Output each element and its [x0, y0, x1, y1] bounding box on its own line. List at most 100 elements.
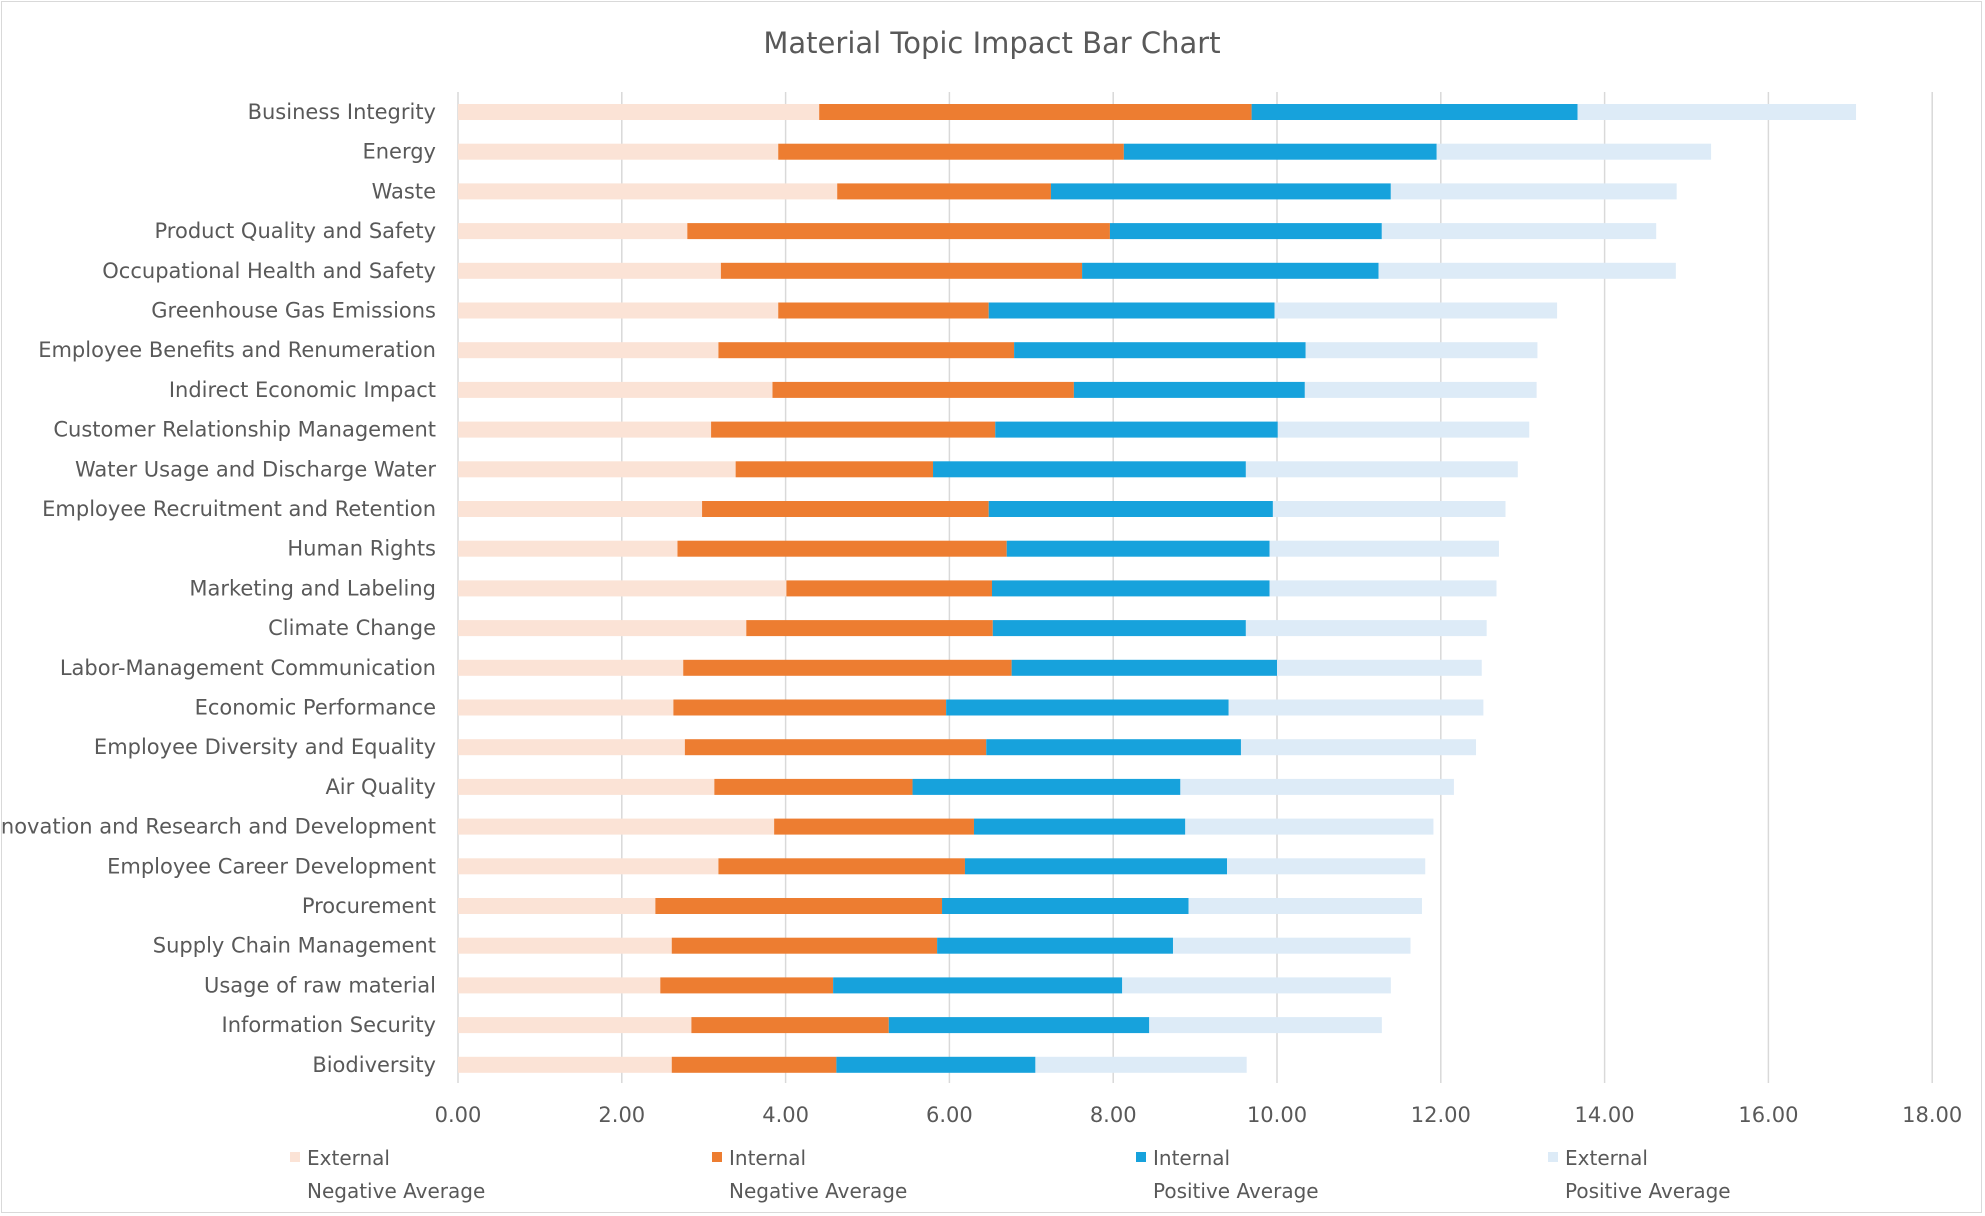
bar-segment — [673, 699, 947, 716]
legend-label: External — [1565, 1146, 1648, 1170]
bar-segment — [458, 501, 703, 517]
category-label: Usage of raw material — [204, 973, 436, 997]
bar-segment — [655, 898, 943, 914]
category-label: Marketing and Labeling — [189, 576, 436, 600]
bar-segment — [458, 461, 736, 478]
bar-segment — [833, 977, 1123, 994]
bar-segment — [992, 620, 1246, 637]
bar-segment — [458, 659, 684, 676]
category-label: Employee Recruitment and Retention — [42, 497, 436, 521]
legend-label: External — [307, 1146, 390, 1170]
bar-segment — [458, 262, 721, 279]
bar-segment — [837, 183, 1051, 200]
x-tick-label: 18.00 — [1902, 1103, 1962, 1127]
bar-segment — [458, 143, 779, 160]
category-label: Supply Chain Management — [153, 934, 436, 958]
legend-swatch — [1136, 1152, 1146, 1162]
bar-segment — [964, 858, 1228, 875]
bar-segment — [1123, 143, 1437, 160]
category-label: Indirect Economic Impact — [169, 378, 436, 402]
bar-segment — [718, 342, 1015, 359]
category-label: Product Quality and Safety — [155, 219, 436, 243]
bar-segment — [1240, 739, 1477, 756]
bar-segment — [1245, 620, 1487, 637]
bar-segment — [786, 580, 992, 597]
bar-segment — [1577, 104, 1857, 120]
category-labels: Business Integrity Energy Waste Product Qua… — [0, 100, 436, 1077]
category-label: Energy — [362, 140, 436, 164]
category-label: Human Rights — [287, 537, 436, 561]
bar-segment — [819, 104, 1252, 120]
bar-segment — [1277, 421, 1530, 438]
bar-segment — [691, 1017, 889, 1034]
x-tick-label: 0.00 — [435, 1103, 482, 1127]
legend-swatch — [1548, 1152, 1558, 1162]
bar-segment — [458, 540, 678, 557]
legend-swatch — [712, 1152, 722, 1162]
bar-segment — [660, 977, 834, 994]
bar-segment — [677, 540, 1007, 557]
category-label: Employee Diversity and Equality — [94, 735, 436, 759]
bar-segment — [458, 858, 719, 875]
bar-segment — [458, 223, 688, 240]
bar-segment — [711, 421, 996, 438]
category-label: Business Integrity — [248, 100, 436, 124]
category-label: Waste — [372, 179, 436, 203]
bar-segment — [778, 302, 989, 319]
bar-segment — [1274, 302, 1558, 319]
category-label: Climate Change — [268, 616, 436, 640]
bar-segment — [458, 580, 787, 597]
bar-segment — [1122, 977, 1391, 994]
bar-segment — [458, 898, 656, 914]
bar-segment — [1185, 818, 1434, 835]
x-tick-label: 14.00 — [1575, 1103, 1635, 1127]
x-axis-ticks: 0.00 2.00 4.00 6.00 8.00 10.00 12.00 14.00 16.00… — [435, 1103, 1963, 1127]
category-label: Employee Benefits and Renumeration — [38, 338, 436, 362]
bar-segment — [746, 620, 993, 637]
bar-segment — [1011, 659, 1277, 676]
bar-segment — [1390, 183, 1677, 200]
category-label: Employee Career Development — [107, 854, 436, 878]
bar-segment — [458, 1056, 672, 1073]
category-label: Water Usage and Discharge Water — [75, 457, 436, 481]
bar-segment — [1109, 223, 1382, 240]
category-label: Innovation and Research and Development — [0, 815, 436, 839]
legend-label: Internal — [1153, 1146, 1230, 1170]
bars — [458, 104, 1857, 1073]
bar-segment — [458, 739, 685, 756]
bar-segment — [1035, 1056, 1247, 1073]
bar-segment — [1269, 540, 1499, 557]
bar-segment — [1006, 540, 1270, 557]
bar-segment — [933, 461, 1246, 478]
bar-segment — [778, 143, 1124, 160]
bar-segment — [458, 342, 719, 359]
bar-segment — [986, 739, 1241, 756]
category-label: Information Security — [222, 1013, 436, 1037]
x-tick-label: 12.00 — [1411, 1103, 1471, 1127]
bar-segment — [458, 104, 820, 120]
bar-segment — [995, 421, 1278, 438]
bar-segment — [973, 818, 1186, 835]
category-label: Customer Relationship Management — [53, 418, 436, 442]
bar-segment — [1228, 699, 1484, 716]
bar-segment — [458, 183, 838, 200]
bar-segment — [671, 937, 938, 954]
gridlines — [457, 92, 1933, 1083]
bar-segment — [458, 699, 674, 716]
category-label: Biodiversity — [312, 1053, 436, 1077]
bar-segment — [991, 580, 1270, 597]
bar-segment — [1305, 342, 1538, 359]
legend: External Negative Average Internal Negative… — [290, 1146, 1731, 1203]
bar-segment — [1188, 898, 1422, 914]
bar-segment — [988, 501, 1273, 517]
category-label: Procurement — [302, 894, 436, 918]
bar-segment — [988, 302, 1275, 319]
bar-segment — [1180, 778, 1454, 795]
bar-segment — [1277, 659, 1482, 676]
bar-segment — [671, 1056, 837, 1073]
bar-segment — [684, 739, 987, 756]
x-tick-label: 10.00 — [1247, 1103, 1307, 1127]
bar-segment — [718, 858, 965, 875]
bar-segment — [1172, 937, 1411, 954]
